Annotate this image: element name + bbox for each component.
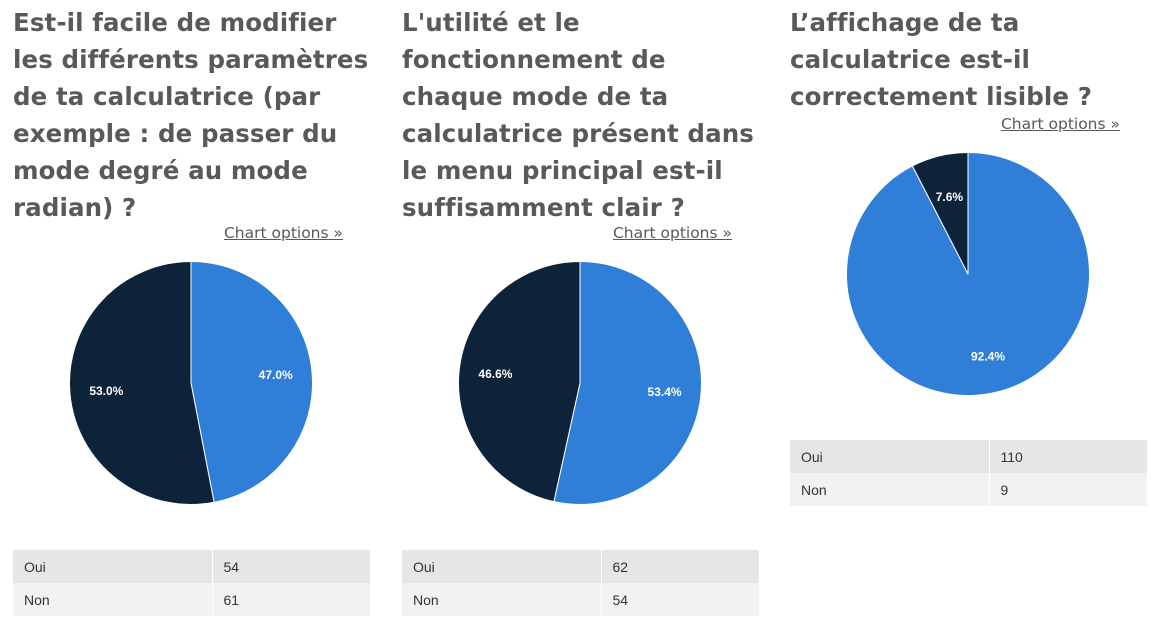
chart-options-link[interactable]: Chart options »: [612, 224, 732, 242]
answer-count: 54: [601, 583, 759, 616]
survey-panel-1: Est-il facile de modifier les différents…: [13, 0, 373, 634]
survey-panel-3: L’affichage de ta calculatrice est-il co…: [790, 0, 1150, 634]
answer-label: Oui: [790, 440, 990, 473]
pie-chart: 92.4% 7.6%: [846, 152, 1090, 396]
table-row: Oui 62: [402, 550, 759, 583]
pie-slice-non[interactable]: [69, 261, 215, 505]
pie-data-label: 46.6%: [478, 367, 512, 381]
table-row: Non 61: [13, 583, 370, 616]
chart-options-link[interactable]: Chart options »: [1000, 115, 1120, 133]
pie-slice-oui[interactable]: [553, 261, 703, 505]
question-title: L’affichage de ta calculatrice est-il co…: [790, 8, 1093, 111]
results-table: Oui 110 Non 9: [790, 440, 1147, 506]
answer-count: 61: [212, 583, 370, 616]
answer-label: Non: [790, 473, 990, 506]
pie-data-label: 47.0%: [259, 368, 293, 382]
pie-data-label: 53.0%: [89, 384, 123, 398]
pie-chart: 47.0% 53.0%: [69, 261, 313, 505]
answer-count: 62: [601, 550, 759, 583]
answer-label: Oui: [13, 550, 213, 583]
question-title: Est-il facile de modifier les différents…: [13, 8, 369, 222]
pie-data-label: 7.6%: [936, 190, 964, 204]
table-row: Non 9: [790, 473, 1147, 506]
table-row: Oui 110: [790, 440, 1147, 473]
table-row: Oui 54: [13, 550, 370, 583]
chart-options-link[interactable]: Chart options »: [223, 224, 343, 242]
answer-count: 9: [989, 473, 1147, 506]
answer-count: 54: [212, 550, 370, 583]
pie-slice-oui[interactable]: [190, 261, 313, 503]
pie-slice-non[interactable]: [458, 261, 581, 503]
pie-chart: 53.4% 46.6%: [458, 261, 703, 505]
pie-data-label: 53.4%: [648, 385, 682, 399]
answer-label: Non: [402, 583, 602, 616]
answer-label: Oui: [402, 550, 602, 583]
pie-slice-non[interactable]: [911, 152, 969, 275]
answer-label: Non: [13, 583, 213, 616]
results-table: Oui 62 Non 54: [402, 550, 759, 616]
table-row: Non 54: [402, 583, 759, 616]
results-table: Oui 54 Non 61: [13, 550, 370, 616]
answer-count: 110: [989, 440, 1147, 473]
pie-data-label: 92.4%: [971, 350, 1005, 364]
survey-panel-2: L'utilité et le fonctionnement de chaque…: [402, 0, 762, 634]
question-title: L'utilité et le fonctionnement de chaque…: [402, 8, 754, 222]
